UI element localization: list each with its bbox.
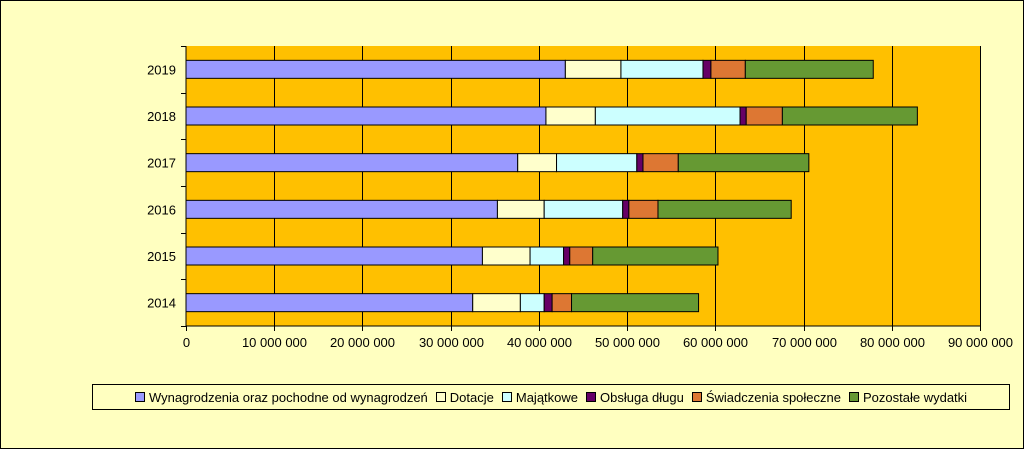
bar-segment — [564, 59, 622, 79]
y-tick-label: 2018 — [147, 109, 176, 124]
bar-segment — [739, 106, 747, 126]
bar-segment — [710, 59, 746, 79]
gridlines — [274, 46, 981, 326]
x-tick-label: 10 000 000 — [242, 335, 307, 350]
y-tick-label: 2017 — [147, 156, 176, 171]
x-tick-label: 70 000 000 — [772, 335, 837, 350]
y-tick-label: 2015 — [147, 249, 176, 264]
bar-segment — [529, 246, 565, 266]
bar-segment — [185, 106, 547, 126]
bar-segment — [496, 199, 545, 219]
legend: Wynagrodzenia oraz pochodne od wynagrodz… — [92, 384, 1010, 410]
bar-segment — [481, 246, 531, 266]
bar-segment — [543, 199, 624, 219]
legend-label: Pozostałe wydatki — [863, 389, 968, 405]
bars — [185, 59, 918, 313]
y-axis-ticks: 2019 2018 2017 2016 2015 2014 — [147, 46, 186, 327]
x-tick-label: 90 000 000 — [948, 335, 1013, 350]
bar-segment — [556, 153, 638, 173]
legend-swatch — [134, 392, 145, 402]
x-tick-label: 0 — [183, 335, 190, 350]
bar-segment — [592, 246, 719, 266]
legend-item: Wynagrodzenia oraz pochodne od wynagrodz… — [134, 389, 428, 405]
legend-item: Dotacje — [435, 389, 494, 405]
bar-segment — [702, 59, 712, 79]
bar-segment — [636, 153, 644, 173]
bar-segment — [185, 246, 483, 266]
legend-item: Pozostałe wydatki — [849, 390, 967, 405]
plot-area — [186, 46, 980, 326]
x-tick-label: 50 000 000 — [595, 335, 660, 350]
legend-item: Majątkowe — [501, 389, 579, 405]
bar-segment — [185, 153, 519, 173]
bar-segment — [185, 199, 498, 219]
bar-segment — [569, 246, 594, 266]
legend-item: Świadczenia społeczne — [691, 389, 841, 405]
bar-segment — [517, 153, 558, 173]
legend-item: Obsługa długu — [586, 390, 684, 405]
legend-swatch — [501, 392, 512, 402]
bar-segment — [594, 106, 741, 126]
bar-segment — [622, 199, 630, 219]
bar-segment — [677, 153, 810, 173]
x-tick-label: 40 000 000 — [507, 335, 572, 350]
bar-segment — [781, 106, 918, 126]
bar-segment — [620, 59, 704, 79]
bar-segment — [744, 59, 874, 79]
y-tick-label: 2014 — [147, 296, 176, 311]
x-tick-label: 20 000 000 — [330, 335, 395, 350]
legend-label: Dotacje — [449, 389, 494, 405]
bar-segment — [563, 246, 571, 266]
bar-segment — [519, 293, 545, 313]
bar-segment — [545, 106, 596, 126]
bar-segment — [628, 199, 659, 219]
legend-swatch — [435, 392, 446, 402]
bar-segment — [185, 293, 474, 313]
legend-swatch — [586, 392, 597, 402]
legend-label: Wynagrodzenia oraz pochodne od wynagrodz… — [148, 389, 428, 405]
bar-segment — [571, 293, 700, 313]
legend-swatch — [691, 392, 702, 402]
bar-segment — [543, 293, 553, 313]
x-tick-label: 80 000 000 — [860, 335, 925, 350]
y-tick-label: 2016 — [147, 202, 176, 217]
bar-segment — [551, 293, 573, 313]
legend-label: Świadczenia społeczne — [705, 389, 841, 405]
legend-swatch — [849, 392, 859, 402]
legend-label: Obsługa długu — [600, 389, 684, 405]
bar-segment — [745, 106, 783, 126]
x-tick-label: 60 000 000 — [683, 335, 748, 350]
bar-segment — [472, 293, 521, 313]
x-tick-label: 30 000 000 — [419, 335, 484, 350]
bar-segment — [185, 59, 566, 79]
bar-segment — [642, 153, 679, 173]
y-tick-label: 2019 — [147, 62, 176, 77]
bar-segment — [657, 199, 792, 219]
x-axis-ticks: 0 10 000 000 20 000 000 30 000 000 40 000 00… — [183, 326, 1013, 350]
legend-label: Majątkowe — [515, 389, 579, 405]
